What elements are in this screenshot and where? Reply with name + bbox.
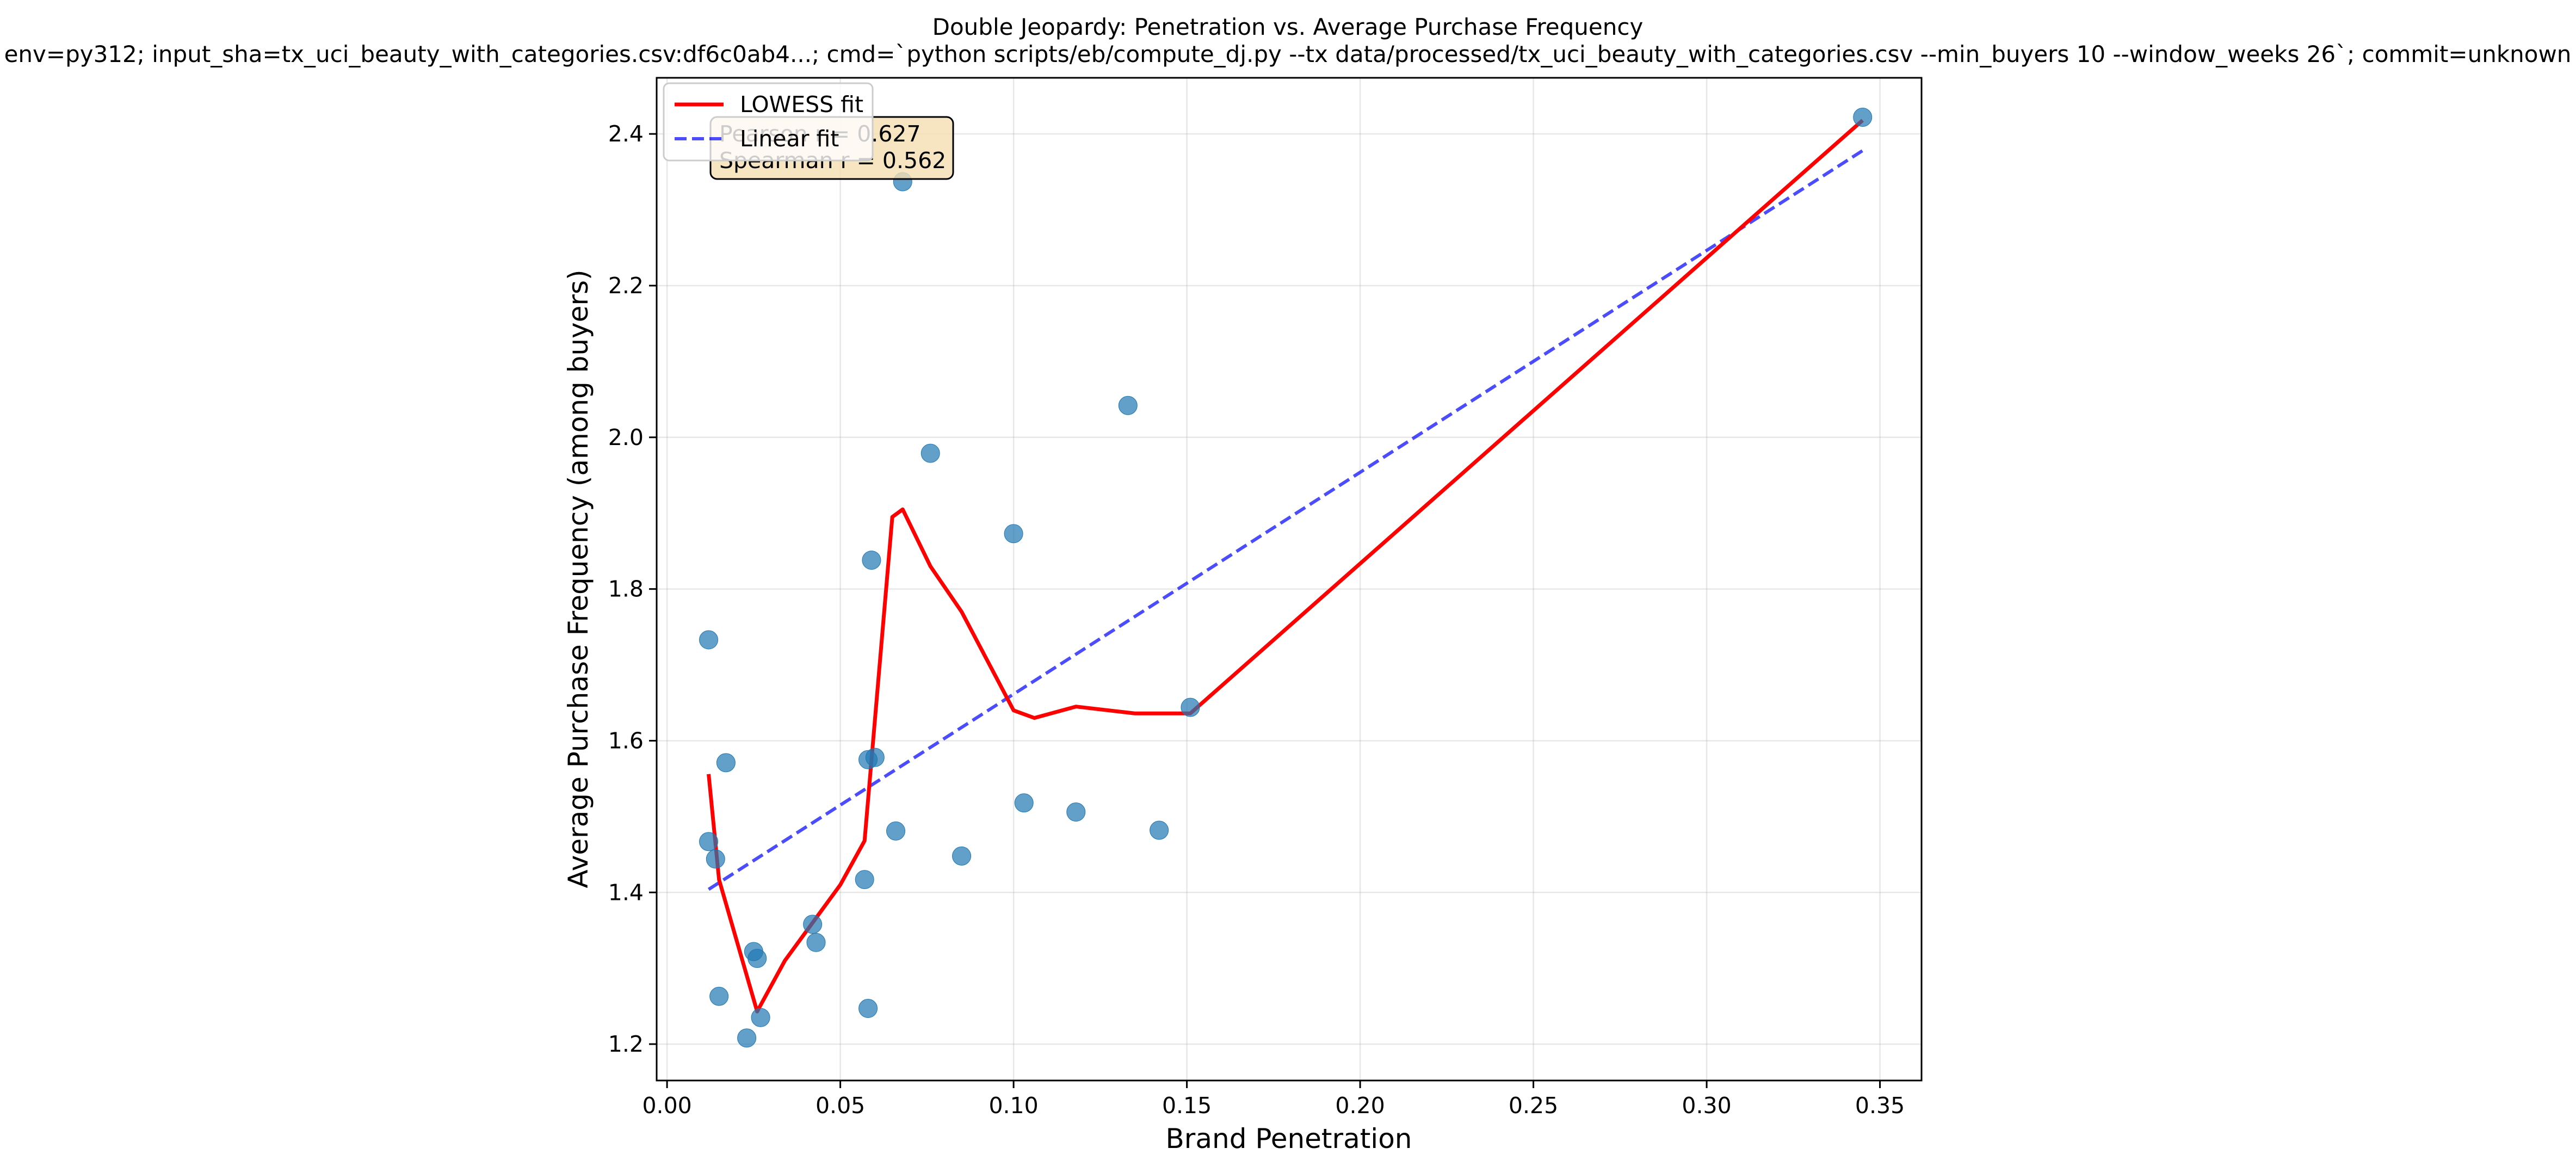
y-tick-label: 2.2 (608, 273, 644, 299)
data-point (716, 753, 736, 773)
data-point (865, 748, 885, 767)
x-tick-label: 0.30 (1682, 1092, 1731, 1119)
data-point (706, 849, 725, 869)
legend-lowess-label: LOWESS fit (740, 91, 863, 118)
data-point (952, 846, 972, 866)
plot-area-frame (656, 77, 1923, 1082)
x-tick-label: 0.15 (1162, 1092, 1212, 1119)
x-axis-label: Brand Penetration (1166, 1123, 1412, 1155)
linear-fit-line (707, 149, 1864, 891)
data-point (699, 630, 719, 650)
lowess-fit-line (707, 119, 1864, 1014)
data-point (855, 870, 874, 890)
data-point (1004, 524, 1023, 544)
data-point (1066, 802, 1086, 822)
y-axis-label: Average Purchase Frequency (among buyers… (563, 269, 594, 888)
axis-ticks: 0.00 0.05 0.10 0.15 0.20 0.25 0.30 0.35 1.2 1.4 1.… (608, 121, 1905, 1119)
data-point (699, 832, 719, 851)
y-tick-label: 1.8 (608, 576, 644, 602)
x-tick-label: 0.10 (989, 1092, 1038, 1119)
data-point (806, 933, 826, 952)
data-point (803, 915, 823, 934)
y-tick-label: 1.6 (608, 727, 644, 754)
y-tick-label: 2.0 (608, 424, 644, 450)
x-tick-label: 0.00 (642, 1092, 691, 1119)
chart-title: Double Jeopardy: Penetration vs. Average… (932, 14, 1644, 40)
data-point (858, 999, 878, 1018)
data-point (751, 1008, 770, 1027)
data-point (886, 821, 906, 841)
y-tick-label: 1.2 (608, 1031, 644, 1057)
legend-linear-label: Linear fit (740, 126, 839, 152)
grid-lines (657, 78, 1922, 1081)
x-tick-label: 0.25 (1509, 1092, 1558, 1119)
data-points (699, 107, 1873, 1048)
x-tick-label: 0.05 (816, 1092, 865, 1119)
data-point (921, 443, 940, 463)
data-point (709, 986, 729, 1006)
x-tick-label: 0.20 (1335, 1092, 1385, 1119)
legend: LOWESS fit Linear fit (663, 82, 874, 162)
x-tick-label: 0.35 (1855, 1092, 1905, 1119)
y-tick-label: 2.4 (608, 121, 644, 147)
data-point (862, 551, 881, 570)
data-point (1853, 107, 1873, 127)
data-point (1014, 793, 1034, 813)
data-point (748, 949, 767, 968)
data-point (1118, 396, 1138, 415)
data-point (1150, 820, 1169, 840)
data-point (737, 1028, 757, 1048)
chart-subtitle: env=py312; input_sha=tx_uci_beauty_with_… (4, 41, 2572, 67)
y-tick-label: 1.4 (608, 879, 644, 905)
data-point (1181, 697, 1200, 717)
fit-lines (707, 119, 1864, 1014)
